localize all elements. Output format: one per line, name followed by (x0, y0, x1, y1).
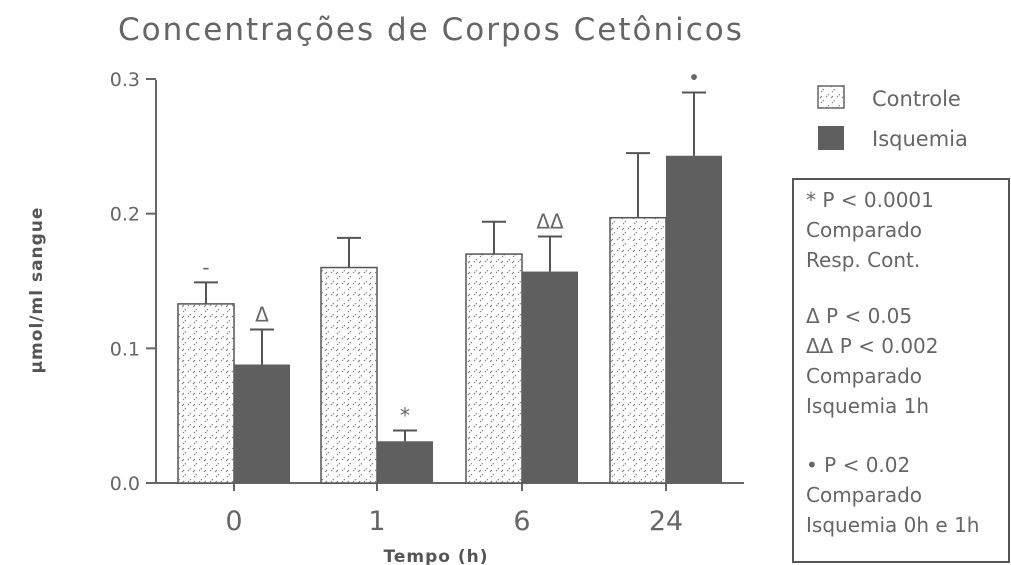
x-tick-label: 1 (368, 506, 385, 537)
significance-mark: • (688, 65, 700, 89)
note-line-2: Comparado (806, 218, 922, 242)
note-line-5: ΔΔ P < 0.002 (806, 334, 939, 358)
x-tick-label: 6 (513, 506, 530, 537)
bar-isquemia-24 (666, 155, 722, 483)
chart-title: Concentrações de Corpos Cetônicos (118, 12, 744, 48)
bar-isquemia-0 (234, 364, 290, 483)
bar-controle-24 (609, 216, 667, 484)
legend: Controle Isquemia (817, 85, 968, 151)
note-line-3: Resp. Cont. (806, 248, 920, 272)
notes-box: * P < 0.0001 Comparado Resp. Cont. Δ P <… (792, 178, 1010, 563)
y-tick-label: 0.1 (110, 338, 140, 360)
note-line-10: Isquemia 0h e 1h (806, 513, 979, 537)
y-ticks: 0.0 0.1 0.2 0.3 (110, 69, 156, 495)
y-tick-label: 0.2 (110, 204, 140, 226)
y-tick-label: 0.0 (110, 473, 140, 495)
bar-isquemia-1 (377, 441, 433, 483)
y-tick-label: 0.3 (110, 69, 140, 91)
note-line-1: * P < 0.0001 (806, 188, 934, 212)
x-axis-title: Tempo (h) (384, 547, 489, 565)
note-line-7: Isquemia 1h (806, 394, 929, 418)
significance-mark: - (202, 255, 209, 279)
y-axis-title: µmol/ml sangue (27, 207, 47, 374)
significance-mark: * (400, 403, 410, 427)
legend-label-controle: Controle (872, 87, 961, 111)
x-tick-label: 24 (649, 506, 683, 537)
legend-swatch-isquemia (818, 126, 844, 150)
note-line-9: Comparado (806, 483, 922, 507)
note-line-4: Δ P < 0.05 (806, 304, 912, 328)
bar-controle-6 (465, 253, 523, 484)
note-line-6: Comparado (806, 364, 922, 388)
significance-mark: Δ (255, 302, 269, 326)
legend-swatch-controle (817, 85, 845, 109)
legend-label-isquemia: Isquemia (872, 127, 968, 151)
x-ticks: 0 1 6 24 (225, 483, 683, 537)
x-tick-label: 0 (225, 506, 242, 537)
bar-controle-0 (177, 303, 235, 484)
significance-mark: ΔΔ (536, 210, 564, 234)
note-line-8: • P < 0.02 (806, 453, 910, 477)
notes-border (792, 178, 1010, 563)
bar-isquemia-6 (522, 271, 578, 483)
bars: - Δ * ΔΔ • (177, 65, 722, 484)
bar-controle-1 (320, 266, 378, 484)
